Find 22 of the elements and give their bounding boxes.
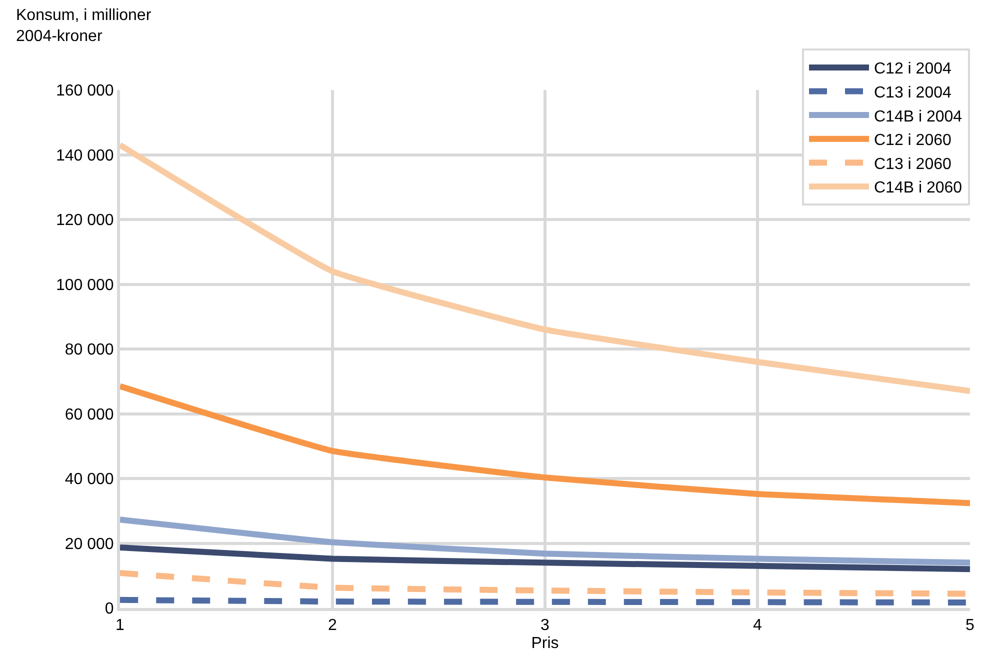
- y-tick-label: 160 000: [56, 82, 114, 100]
- x-tick-label: 1: [116, 617, 125, 634]
- x-tick-label: 3: [540, 617, 550, 634]
- y-tick-label: 20 000: [64, 536, 114, 553]
- legend-label: C13 i 2060: [874, 156, 952, 173]
- y-tick-label: 140 000: [56, 147, 114, 164]
- legend-label: C12 i 2004: [874, 60, 952, 78]
- y-tick-label: 120 000: [56, 212, 114, 230]
- y-tick-label: 80 000: [64, 342, 114, 359]
- y-axis-title: Konsum, i millioner 2004-kroner: [16, 7, 152, 45]
- y-tick-label: 40 000: [64, 471, 114, 488]
- y-tick-label: 60 000: [64, 406, 114, 424]
- legend-label: C12 i 2060: [874, 132, 952, 150]
- y-tick-label: 0: [104, 600, 114, 618]
- y-tick-label: 100 000: [56, 276, 114, 294]
- x-tick-label: 5: [966, 617, 975, 634]
- x-tick-label: 4: [753, 617, 762, 634]
- x-tick-label: 2: [328, 617, 338, 634]
- legend-label: C14B i 2004: [874, 108, 962, 126]
- x-axis-title: Pris: [531, 634, 559, 652]
- legend-label: C14B i 2060: [874, 180, 962, 197]
- legend-label: C13 i 2004: [874, 84, 952, 102]
